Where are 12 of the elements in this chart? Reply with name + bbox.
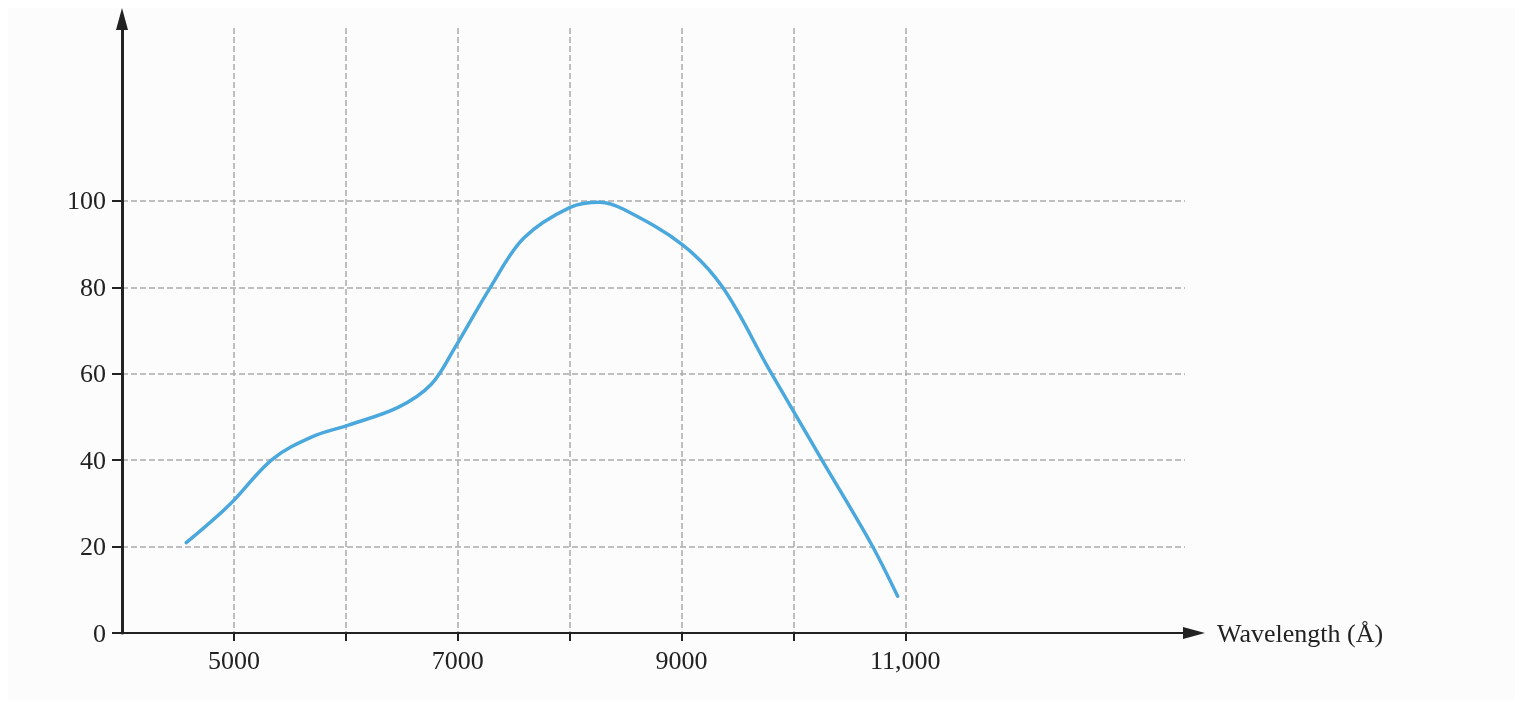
y-tick-label: 20 xyxy=(80,532,106,562)
x-axis-title: Wavelength (Å) xyxy=(1217,618,1384,648)
y-tick-label: 100 xyxy=(67,186,106,216)
x-tick-label: 11,000 xyxy=(869,645,941,675)
y-tick-label: 40 xyxy=(80,445,106,475)
x-tick-label: 9000 xyxy=(655,645,708,675)
line-series xyxy=(184,200,900,599)
y-tick-label: 0 xyxy=(93,618,106,648)
x-tick-label: 5000 xyxy=(207,645,260,675)
y-tick-label: 60 xyxy=(80,359,106,389)
x-tick-label: 7000 xyxy=(431,645,484,675)
y-tick-label: 80 xyxy=(80,272,106,302)
